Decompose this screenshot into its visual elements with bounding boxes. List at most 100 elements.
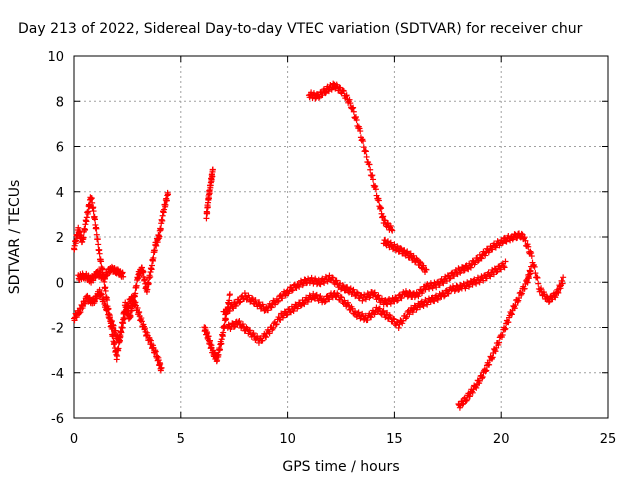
data-point [220, 329, 227, 336]
data-point [215, 351, 222, 358]
y-tick-label: 0 [56, 276, 64, 291]
data-point [236, 299, 243, 306]
data-point [101, 278, 108, 285]
data-point [340, 283, 347, 290]
data-point [364, 316, 371, 323]
data-point [247, 327, 254, 334]
data-point [514, 298, 521, 305]
y-axis-label: SDTVAR / TECUs [7, 180, 23, 295]
data-point [501, 326, 508, 333]
data-point [368, 314, 375, 321]
data-point [127, 313, 134, 320]
data-point [406, 311, 413, 318]
data-point [104, 306, 111, 313]
data-point [223, 316, 230, 323]
data-point [528, 250, 535, 257]
data-point [384, 220, 391, 227]
data-point [462, 285, 469, 292]
data-point [338, 286, 344, 293]
x-tick-label: 25 [600, 432, 617, 447]
data-point [150, 254, 157, 261]
data-point [254, 333, 261, 340]
data-point [317, 293, 324, 300]
data-point [373, 304, 380, 311]
data-point [308, 89, 315, 96]
data-point [478, 255, 485, 262]
data-point [277, 292, 284, 299]
data-point [357, 128, 364, 135]
y-tick-label: 10 [47, 50, 64, 65]
y-tick-label: -6 [51, 412, 64, 427]
data-point [283, 311, 290, 318]
data-point [156, 233, 163, 240]
data-point [371, 311, 378, 318]
data-point [475, 257, 482, 264]
y-tick-label: 8 [56, 95, 64, 110]
data-point [315, 94, 322, 101]
data-point [231, 323, 238, 330]
data-point [404, 248, 411, 255]
data-point [366, 161, 373, 168]
data-point [560, 274, 567, 281]
data-point [73, 237, 80, 244]
data-point [424, 301, 431, 308]
data-point [249, 295, 255, 302]
data-point [344, 299, 351, 306]
data-point [483, 367, 490, 374]
y-tick-label: 4 [56, 186, 64, 201]
data-point [507, 237, 514, 244]
data-point [259, 337, 266, 344]
data-point [486, 361, 493, 368]
data-point [256, 299, 263, 306]
data-point [363, 153, 370, 160]
data-point [496, 339, 503, 346]
data-point [331, 280, 338, 287]
data-point [290, 307, 297, 314]
data-point [389, 227, 396, 234]
data-point [427, 299, 434, 306]
data-point [521, 285, 528, 292]
data-point [312, 95, 319, 102]
data-point [274, 298, 281, 305]
data-point [342, 287, 349, 294]
data-point [286, 288, 293, 295]
y-tick-label: 2 [56, 231, 64, 246]
data-point [140, 268, 147, 275]
data-point [273, 321, 280, 328]
data-point [268, 304, 275, 311]
data-point [441, 293, 448, 300]
data-point [120, 273, 127, 280]
data-point [533, 274, 540, 281]
data-point [502, 325, 509, 332]
data-point [362, 147, 369, 154]
data-point [99, 266, 106, 273]
data-point [479, 374, 486, 381]
data-point [396, 321, 403, 328]
data-point [420, 262, 427, 269]
data-point [417, 258, 424, 265]
data-point [301, 301, 308, 308]
x-tick-label: 0 [70, 432, 78, 447]
data-point [508, 311, 515, 318]
data-point [459, 401, 466, 408]
data-point [345, 302, 352, 309]
data-point [222, 311, 229, 318]
data-point [502, 258, 509, 265]
data-point [262, 333, 269, 340]
data-point [89, 199, 96, 206]
data-point [518, 290, 525, 297]
data-point [296, 283, 303, 290]
data-point [93, 225, 100, 232]
axis-ticks: 0 5 10 15 20 25 -6 -4 -2 0 2 4 6 8 10 [47, 50, 616, 447]
data-point [226, 291, 233, 298]
data-point [132, 290, 139, 297]
data-point [360, 144, 367, 151]
data-point [372, 183, 379, 190]
data-point [499, 240, 506, 247]
data-point [378, 205, 385, 212]
data-point [518, 291, 525, 298]
data-point [354, 289, 361, 296]
data-point [372, 186, 379, 193]
data-point [144, 286, 151, 293]
